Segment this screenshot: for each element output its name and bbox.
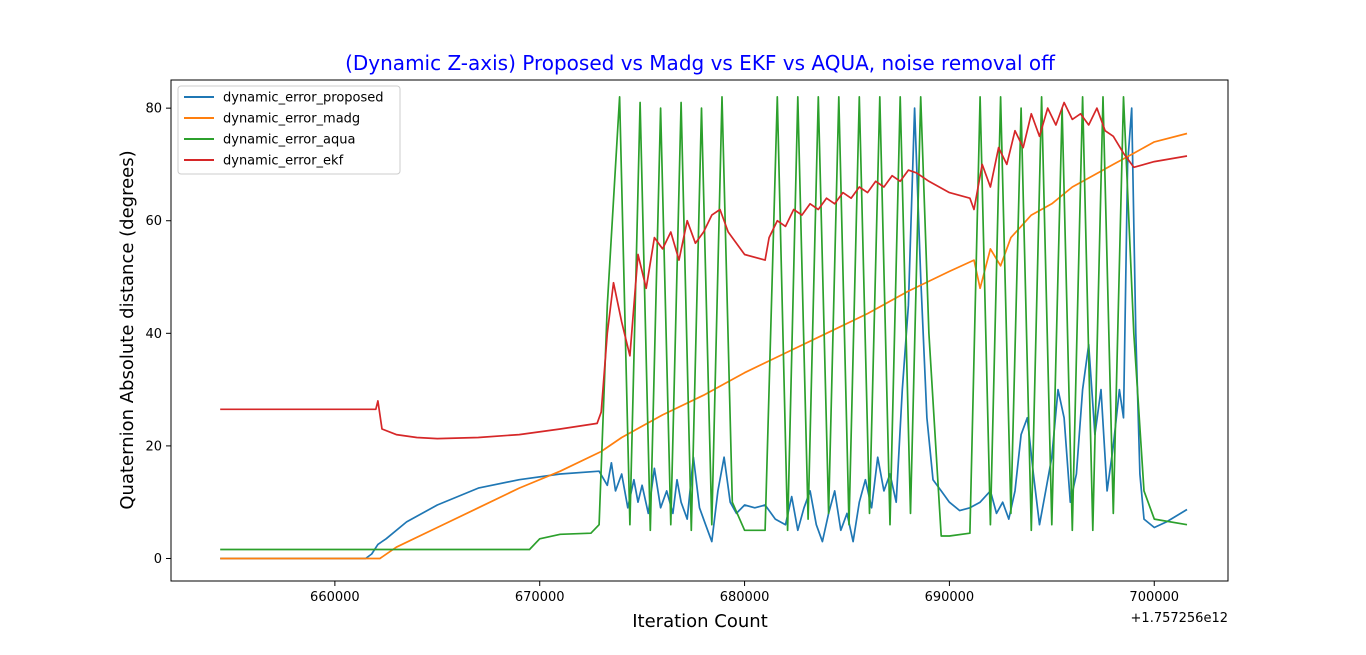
x-tick-label: 690000 xyxy=(925,590,975,605)
x-tick-label: 680000 xyxy=(720,590,770,605)
y-tick-label: 80 xyxy=(145,102,162,117)
y-tick-label: 60 xyxy=(145,214,162,229)
legend-label: dynamic_error_madg xyxy=(223,112,360,127)
y-axis-label: Quaternion Absolute distance (degrees) xyxy=(117,150,138,509)
series-line-dynamic-error-proposed xyxy=(220,107,1188,560)
series-line-dynamic-error-madg xyxy=(220,132,1188,560)
legend-label: dynamic_error_aqua xyxy=(223,133,355,148)
legend: dynamic_error_proposed dynamic_error_madg… xyxy=(177,85,401,175)
x-axis-offset-label: +1.757256e12 xyxy=(1131,611,1228,626)
axes-layer: 660000 670000 680000 690000 700000 0 20 40 60 80 xyxy=(145,102,1179,605)
series-layer xyxy=(220,96,1188,560)
x-tick-label: 670000 xyxy=(515,590,565,605)
x-axis-label: Iteration Count xyxy=(632,611,768,632)
series-line-dynamic-error-ekf xyxy=(220,101,1188,440)
legend-label: dynamic_error_ekf xyxy=(223,154,344,169)
x-tick-label: 660000 xyxy=(310,590,360,605)
legend-label: dynamic_error_proposed xyxy=(223,91,384,106)
legend-box xyxy=(177,85,401,175)
y-tick-label: 20 xyxy=(145,439,162,454)
y-tick-label: 40 xyxy=(145,327,162,342)
x-tick-label: 700000 xyxy=(1129,590,1179,605)
series-line-dynamic-error-aqua xyxy=(220,96,1188,551)
y-tick-label: 0 xyxy=(154,552,162,567)
chart-title: (Dynamic Z-axis) Proposed vs Madg vs EKF… xyxy=(345,51,1056,75)
plot-area-frame xyxy=(170,79,1229,582)
